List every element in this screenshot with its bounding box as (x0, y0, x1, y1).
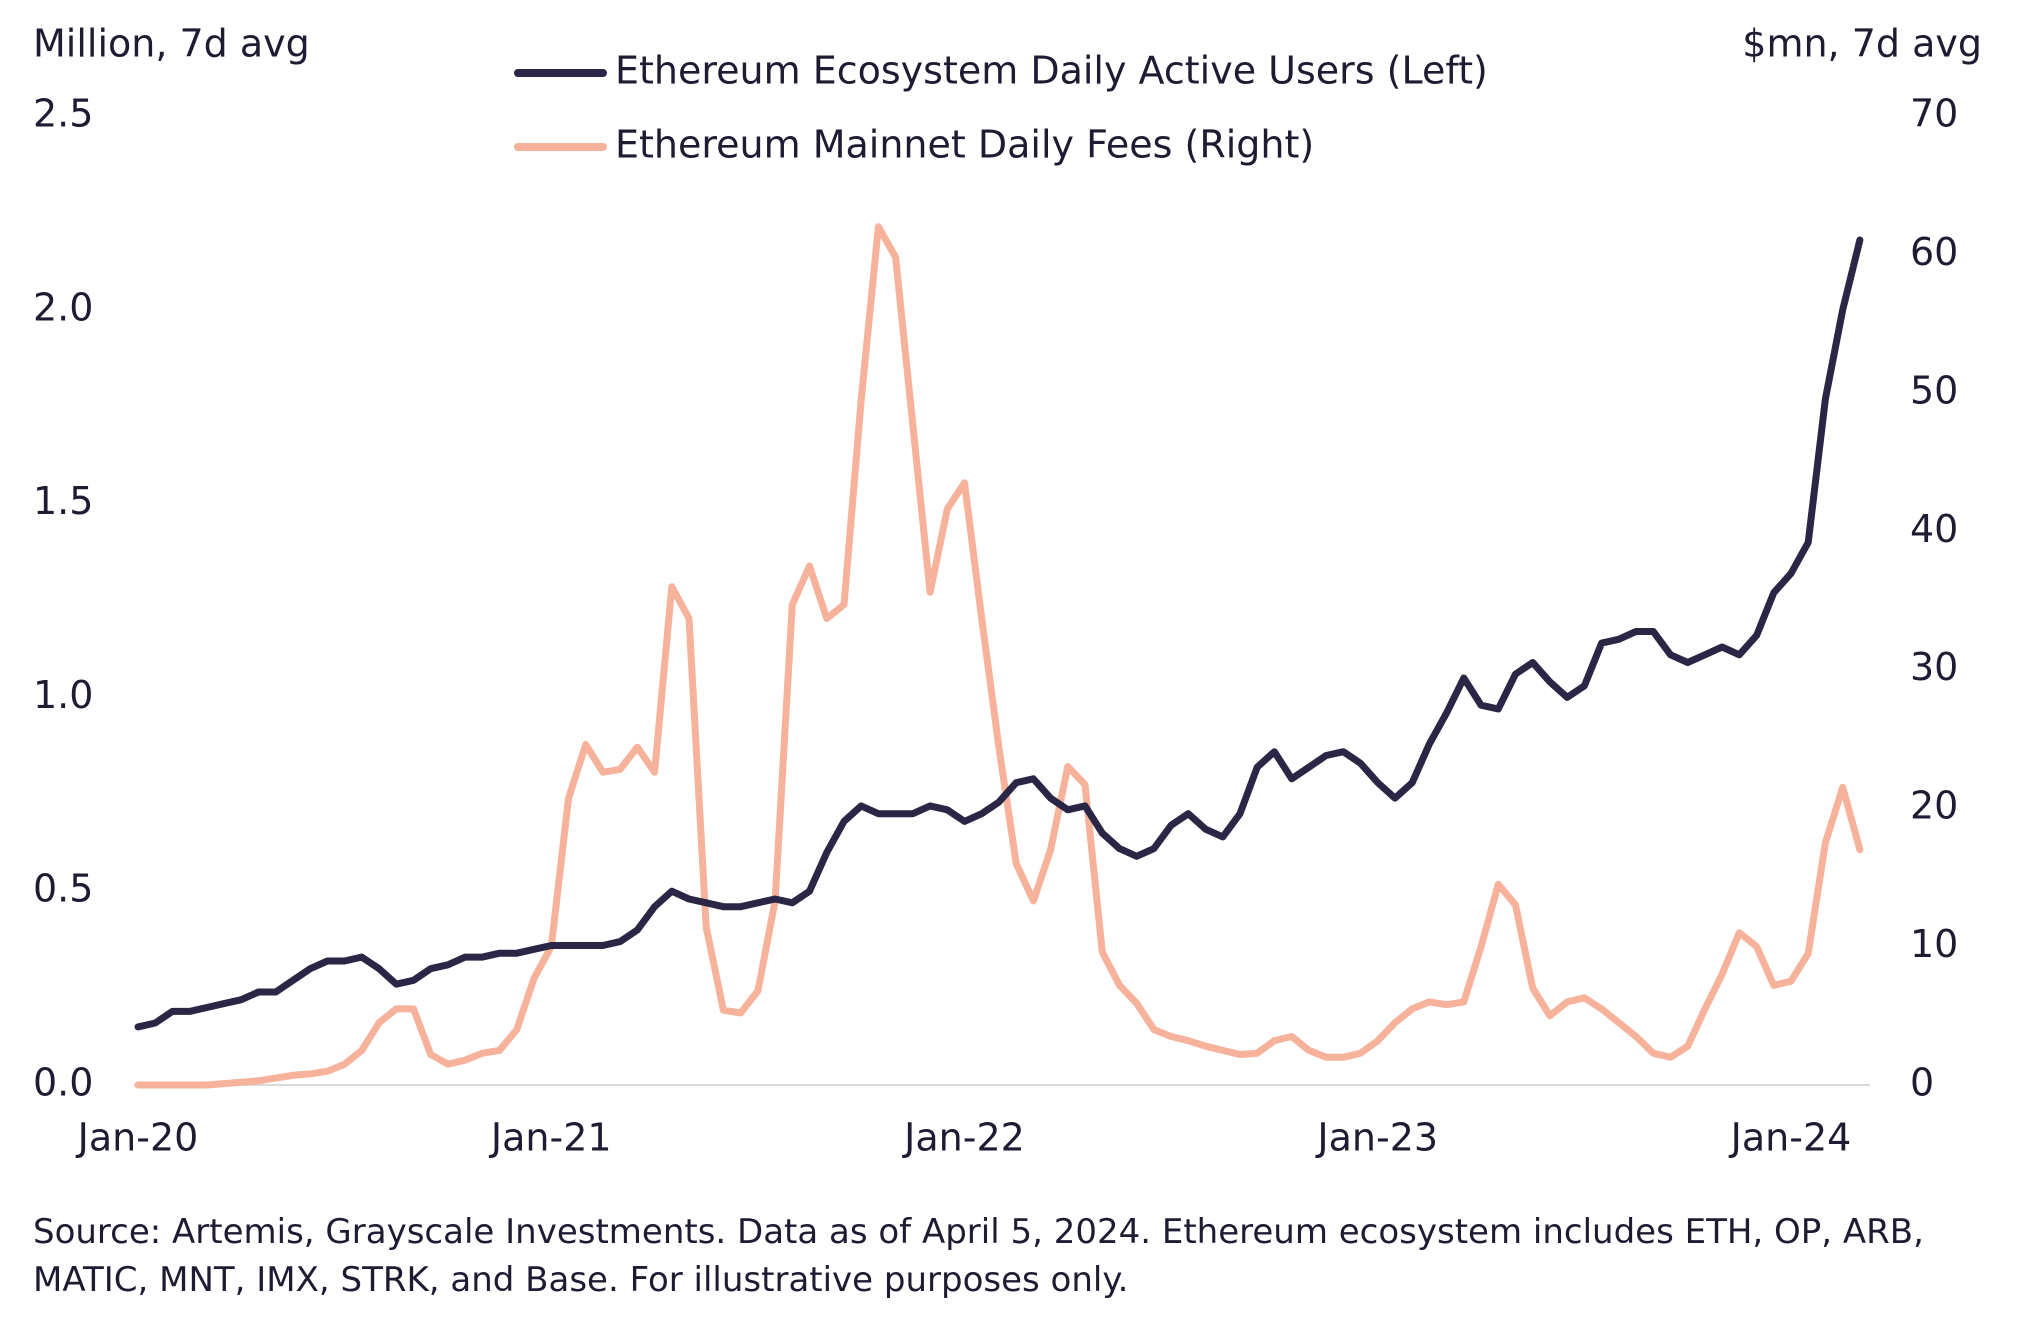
y2-tick-label: 30 (1910, 645, 1958, 689)
series-line (134, 236, 1864, 1031)
y2-tick-label: 0 (1910, 1061, 1934, 1105)
y-axis-label: Million, 7d avg (33, 22, 310, 66)
y-tick-label: 0.5 (33, 867, 93, 911)
y-tick-label: 2.5 (33, 92, 93, 136)
y2-tick-label: 20 (1910, 784, 1958, 828)
series-line (134, 223, 1864, 1089)
y2-axis-label: $mn, 7d avg (1742, 22, 1982, 66)
x-tick-label: Jan-22 (902, 1116, 1025, 1160)
y-tick-label: 2.0 (33, 285, 93, 329)
x-tick-label: Jan-23 (1315, 1116, 1438, 1160)
y2-tick-label: 10 (1910, 922, 1958, 966)
y2-tick-label: 50 (1910, 368, 1958, 412)
y2-tick-label: 70 (1910, 92, 1958, 136)
x-tick-label: Jan-24 (1729, 1116, 1852, 1160)
legend-label: Ethereum Ecosystem Daily Active Users (L… (615, 49, 1488, 93)
y2-tick-label: 60 (1910, 230, 1958, 274)
chart: Million, 7d avg $mn, 7d avg 0.0 0.5 1.0 1.5… (33, 22, 1982, 1160)
y2-tick-label: 40 (1910, 507, 1958, 551)
y-tick-label: 0.0 (33, 1061, 93, 1105)
y-tick-label: 1.0 (33, 673, 93, 717)
source-note: Source: Artemis, Grayscale Investments. … (33, 1212, 1924, 1300)
x-tick-label: Jan-20 (76, 1116, 199, 1160)
y-tick-label: 1.5 (33, 479, 93, 523)
legend-label: Ethereum Mainnet Daily Fees (Right) (615, 123, 1314, 167)
x-tick-label: Jan-21 (489, 1116, 612, 1160)
